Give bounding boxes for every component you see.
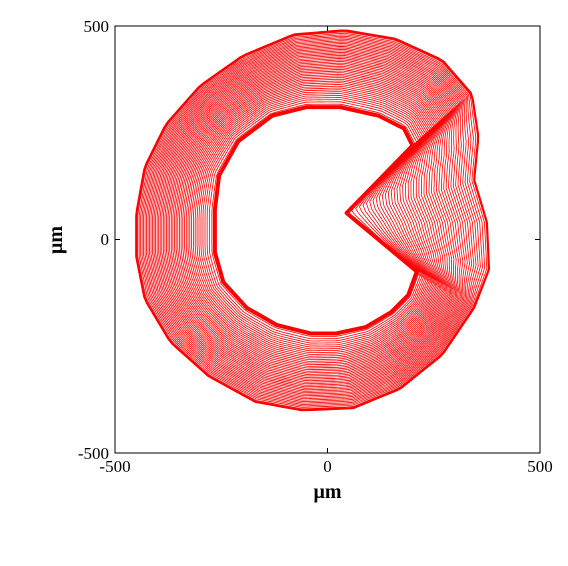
intermediate-contour [159, 53, 458, 388]
y-tick-label: -500 [78, 444, 109, 463]
x-tick-label: 0 [323, 457, 332, 476]
intermediate-contour [191, 84, 434, 357]
intermediate-contour [192, 85, 433, 355]
intermediate-contour [149, 43, 470, 398]
intermediate-contour [164, 58, 454, 383]
intermediate-contour [152, 46, 466, 395]
intermediate-contour [170, 64, 449, 377]
intermediate-contour [138, 33, 486, 408]
intermediate-contour [185, 78, 438, 362]
intermediate-contour [180, 73, 442, 367]
intermediate-contour [184, 77, 439, 364]
intermediate-contour [177, 70, 444, 371]
intermediate-contour [196, 89, 430, 352]
intermediate-contour [167, 61, 452, 380]
intermediate-contour [144, 38, 477, 402]
intermediate-contour [198, 91, 429, 350]
intermediate-contour [153, 47, 464, 394]
initial-contour [212, 105, 419, 336]
intermediate-contour [155, 49, 462, 392]
intermediate-contour [156, 50, 460, 391]
intermediate-contour [194, 87, 431, 354]
y-tick-label: 500 [84, 17, 110, 36]
intermediate-contour [175, 69, 446, 372]
intermediate-contour [189, 82, 435, 359]
intermediate-contour [200, 93, 427, 348]
intermediate-contour [150, 44, 468, 397]
final-contour [135, 29, 491, 412]
intermediate-contour [140, 34, 483, 407]
intermediate-contour [158, 51, 459, 389]
intermediate-contour [211, 103, 419, 337]
intermediate-contour [166, 59, 453, 382]
intermediate-contour [162, 56, 455, 385]
intermediate-contour [204, 97, 424, 344]
intermediate-contour [172, 65, 448, 375]
intermediate-contour [182, 75, 441, 366]
x-axis-label: μm [314, 481, 342, 503]
intermediate-contour [141, 35, 481, 405]
intermediate-contour [147, 41, 473, 400]
intermediate-contour [169, 62, 450, 378]
intermediate-contour [137, 31, 488, 410]
x-tick-label: -500 [99, 457, 130, 476]
x-tick-label: 500 [527, 457, 553, 476]
intermediate-contour [179, 72, 443, 369]
intermediate-contour [174, 67, 447, 374]
intermediate-contour [202, 95, 426, 346]
y-axis-label: μm [45, 226, 67, 254]
intermediate-contour [146, 40, 475, 401]
intermediate-contour [187, 80, 437, 361]
axis-ticks [114, 25, 541, 454]
y-tick-label: 0 [101, 230, 110, 249]
intermediate-contour [143, 37, 479, 404]
intermediate-contour [209, 101, 421, 340]
intermediate-contour [161, 55, 456, 386]
contour-lines [135, 29, 491, 412]
intermediate-contour [206, 99, 423, 342]
